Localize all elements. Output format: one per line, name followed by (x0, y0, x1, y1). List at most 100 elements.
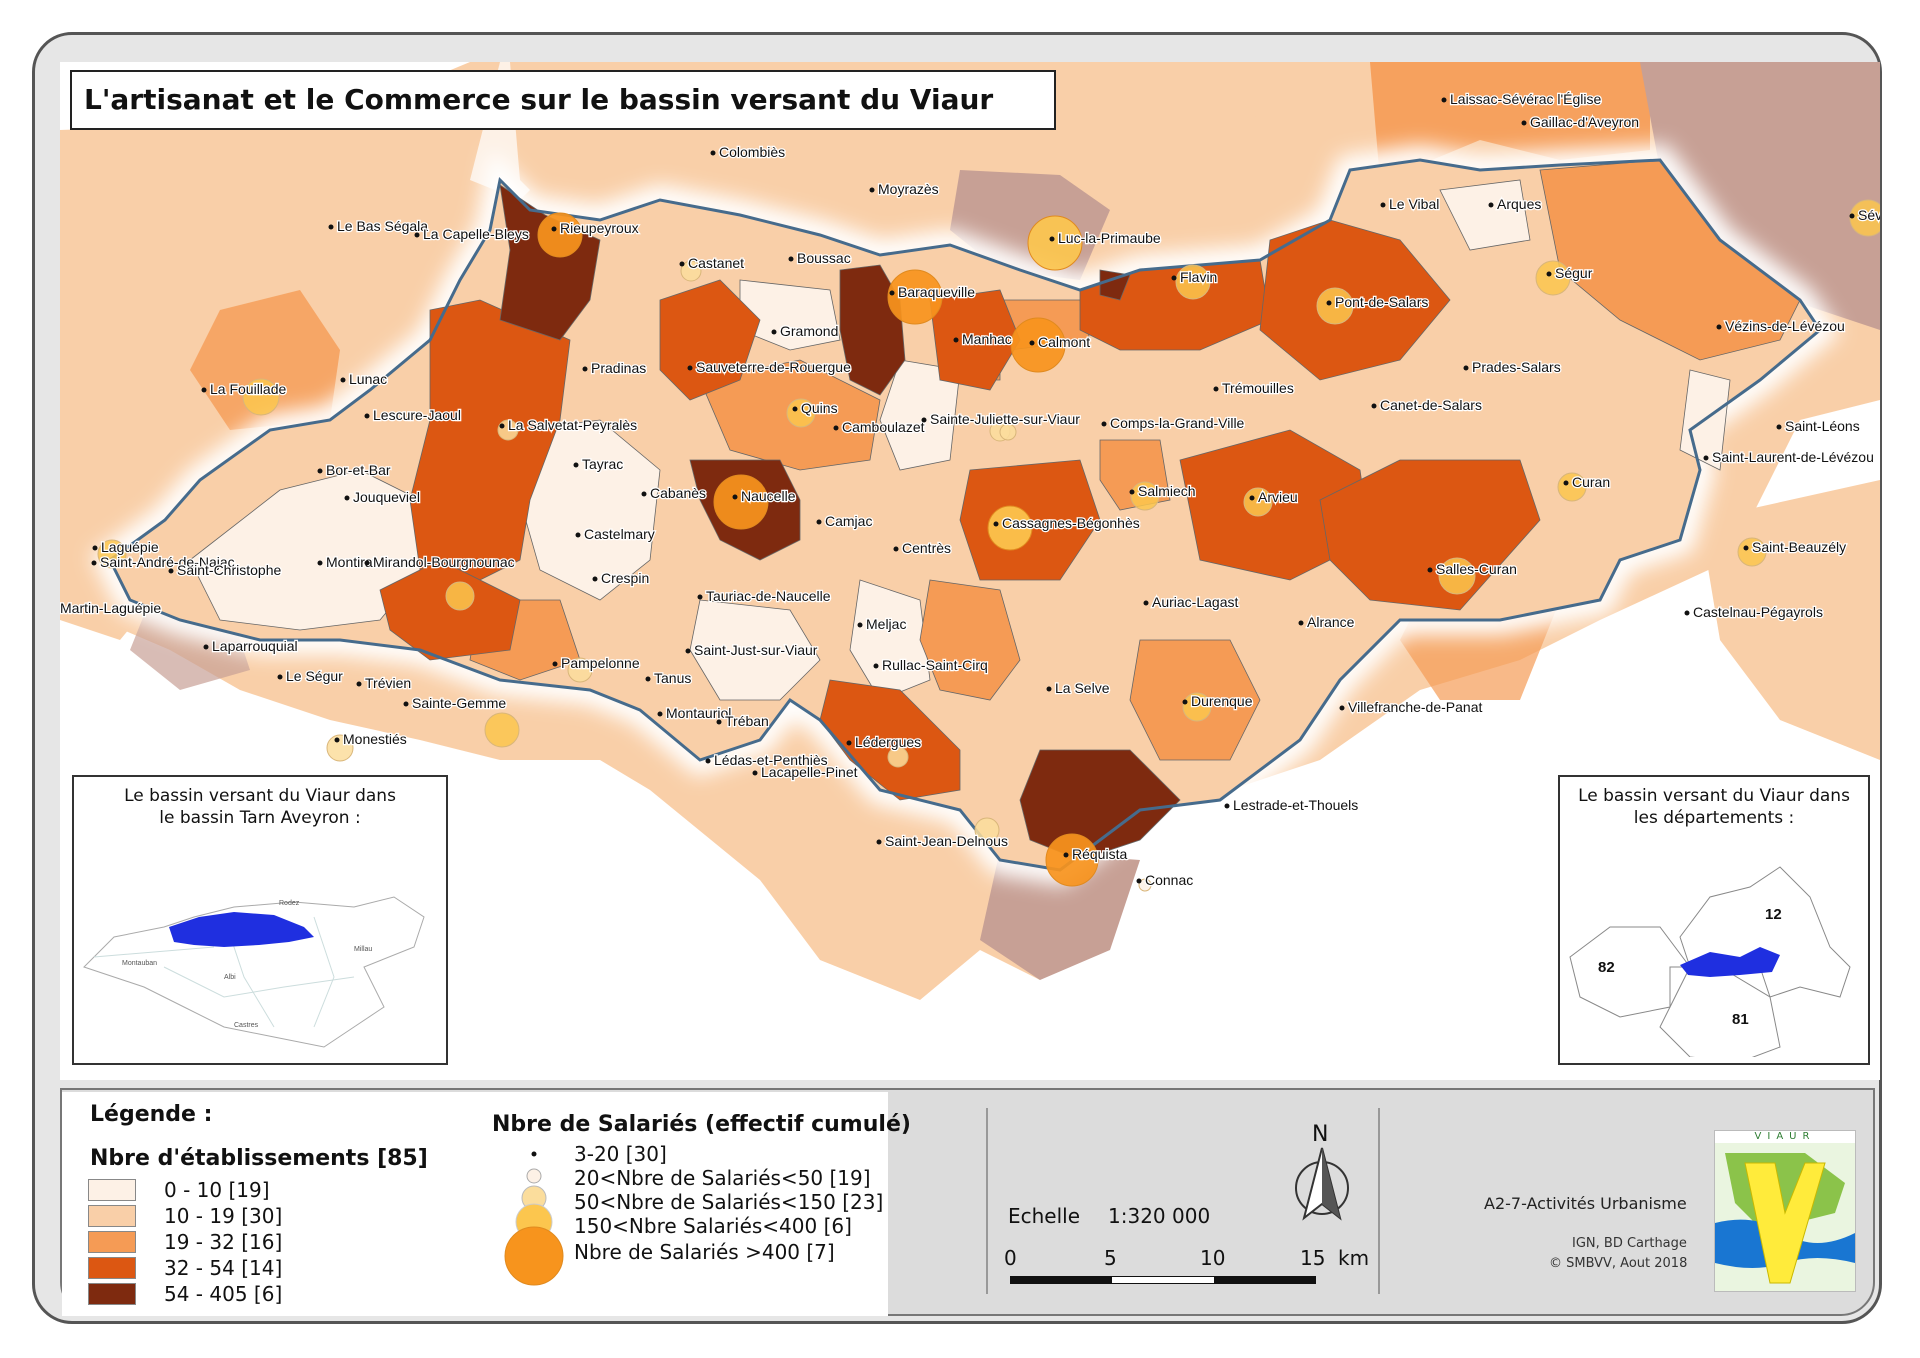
commune-point (705, 758, 711, 764)
commune-label: La Salvetat-Peyralès (508, 417, 637, 433)
commune-point (203, 644, 209, 650)
inset-right-title-1: Le bassin versant du Viaur dans (1578, 786, 1850, 806)
basin-communes (109, 159, 1821, 871)
legend-swatch-3 (88, 1231, 136, 1253)
salaries-symbol (1557, 472, 1587, 502)
commune-point (1716, 324, 1722, 330)
commune-point (710, 150, 716, 156)
commune-label: Saint-Léons (1785, 418, 1860, 434)
scale-segment-dark (1011, 1277, 1113, 1283)
salaries-symbol (1438, 557, 1476, 595)
commune-point (1136, 878, 1142, 884)
commune-label: Pampelonne (561, 655, 640, 671)
commune-label: Mirandol-Bourgnounac (373, 554, 515, 570)
commune-point (1224, 803, 1230, 809)
legend-classes-title: Nbre d'établissements [85] (90, 1146, 428, 1171)
commune-point (869, 187, 875, 193)
commune-label: Lédas-et-Penthiès (714, 752, 828, 768)
commune-label: Luc-la-Primaube (1058, 230, 1161, 246)
commune-label: Arvieu (1258, 489, 1298, 505)
commune-point (921, 417, 927, 423)
salaries-symbol (1182, 692, 1212, 722)
salaries-symbol (999, 423, 1017, 441)
commune-point (788, 256, 794, 262)
commune-label: Camboulazet (842, 419, 925, 435)
commune-label: Castanet (688, 255, 744, 271)
commune-label: Trévien (365, 675, 411, 691)
commune-label: Le Bas Ségala (337, 218, 428, 234)
dept-12: 12 (1765, 906, 1782, 923)
commune-point (687, 365, 693, 371)
scale-tick: 5 (1104, 1246, 1117, 1270)
commune-label: Quins (801, 400, 838, 416)
commune-point (1029, 340, 1035, 346)
legend-swatch-1 (88, 1179, 136, 1201)
commune-labels: Colombiès Moyrazès Laissac-Sévérac l'Églis… (60, 90, 1880, 890)
scale-segment-light (1112, 1277, 1214, 1283)
commune-label: Pradinas (591, 360, 646, 376)
commune-point (641, 491, 647, 497)
commune-point (92, 545, 98, 551)
inset-right-title-2: les départements : (1633, 808, 1795, 828)
salaries-symbol (484, 712, 520, 748)
commune-label: Connac (1145, 872, 1193, 888)
commune-point (645, 676, 651, 682)
salaries-symbol (445, 581, 475, 611)
scale-bar (1010, 1276, 1316, 1284)
scale-tick: 10 (1200, 1246, 1226, 1270)
legend-symbol-2 (526, 1168, 542, 1184)
salaries-symbol (1027, 215, 1083, 271)
salaries-symbol (887, 746, 909, 768)
commune-label: Cassagnes-Bégonhès (1002, 515, 1140, 531)
legend-heading: Légende : (90, 1102, 213, 1127)
commune-point (340, 377, 346, 383)
commune-label: Centrès (902, 540, 951, 556)
commune-point (752, 770, 758, 776)
commune-label: Lédergues (855, 734, 921, 750)
salaries-symbol (974, 817, 1000, 843)
commune-label: Rullac-Saint-Cirq (882, 657, 988, 673)
commune-point (592, 576, 598, 582)
commune-label: Castelmary (584, 526, 655, 542)
commune-label: Lunac (349, 371, 387, 387)
legend-separator (986, 1108, 988, 1294)
salaries-symbol (567, 657, 593, 683)
legend-class-label: 54 - 405 [6] (164, 1282, 283, 1306)
commune-point (201, 387, 207, 393)
viaur-logo: VIAUR (1714, 1130, 1856, 1292)
legend-class-label: 10 - 19 [30] (164, 1204, 283, 1228)
inset-left-title-2: le bassin Tarn Aveyron : (159, 808, 361, 828)
commune-point (1703, 455, 1709, 461)
inset-left-map: Rodez Millau Montauban Albi Castres (83, 896, 425, 1048)
scale-tick: 15 (1300, 1246, 1326, 1270)
salaries-symbol (242, 378, 280, 416)
commune-point (1249, 495, 1255, 501)
commune-label: Laissac-Sévérac l'Église (1450, 91, 1602, 107)
commune-label: La Capelle-Bleys (423, 226, 529, 242)
commune-label: Le Ségur (286, 668, 343, 684)
commune-point (317, 468, 323, 474)
commune-point (697, 594, 703, 600)
legend-salaries-label: 50<Nbre de Salariés<150 [23] (574, 1190, 884, 1214)
legend-symbol-1 (531, 1151, 537, 1157)
commune-label: Rieupeyroux (560, 220, 639, 236)
commune-point (403, 701, 409, 707)
commune-point (1371, 403, 1377, 409)
legend-panel (62, 1092, 888, 1316)
logo-mark (1715, 1143, 1855, 1291)
commune-label: Salmiech (1138, 483, 1196, 499)
scale-ratio: 1:320 000 (1108, 1204, 1211, 1228)
legend-symbol-5 (504, 1226, 564, 1286)
salaries-symbol (1175, 264, 1211, 300)
salaries-symbols (97, 199, 1880, 892)
commune-label: Curan (1572, 474, 1610, 490)
legend-class-row: 0 - 10 [19] (88, 1178, 270, 1202)
commune-label: Crespin (601, 570, 649, 586)
commune-label: Comps-la-Grand-Ville (1110, 415, 1245, 431)
commune-label: Le Vibal (1389, 196, 1439, 212)
commune-point (679, 261, 685, 267)
salaries-symbol (1010, 317, 1066, 373)
dept-81: 81 (1732, 1011, 1749, 1028)
commune-label: Tréban (725, 713, 769, 729)
commune-label: Saint-Beauzély (1752, 539, 1846, 555)
